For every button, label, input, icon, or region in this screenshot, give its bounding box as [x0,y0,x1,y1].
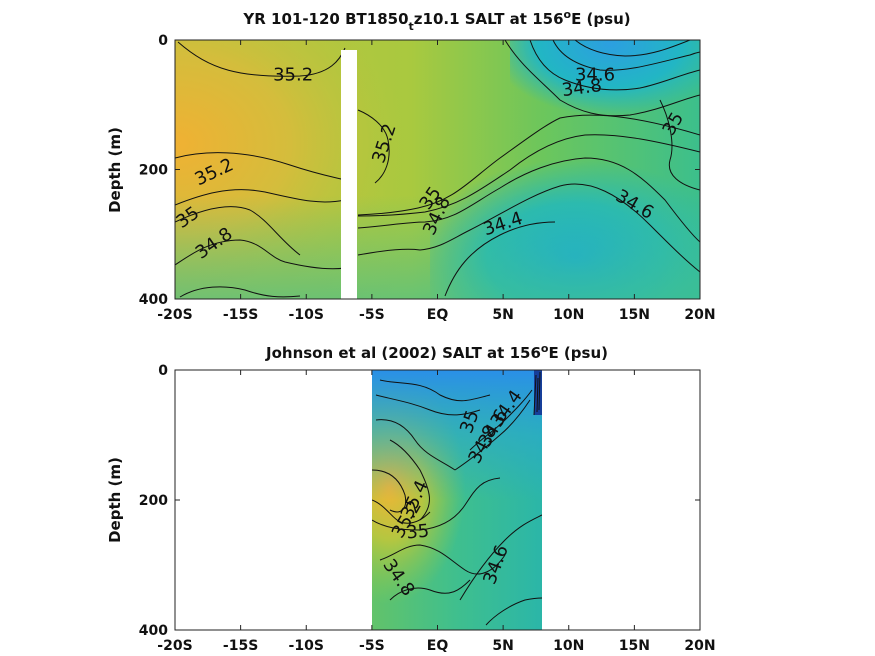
contour-line [357,183,700,273]
axis-ticks: -20S -15S -10S -5S EQ 5N 10N 15N 20N 0 200 400 [139,33,716,323]
contour-line [533,371,541,416]
y-tick-label: 200 [139,163,168,179]
contour-line [552,40,700,71]
x-tick-label: 20N [684,307,715,323]
contour-line [375,419,456,471]
contour-line [357,134,700,217]
x-tick-label: EQ [427,638,449,654]
contour-line [372,499,431,524]
panel-observations: Johnson et al (2002) SALT at 156oE (psu)… [106,342,716,654]
contour-line [454,399,531,471]
y-tick-label: 0 [158,33,168,49]
chart-title: YR 101-120 BT1850tz10.1 SALT at 156oE (p… [242,8,630,33]
title-superscript: o [564,8,572,21]
title-part: YR 101-120 BT1850 [242,10,408,28]
contour-line [357,109,390,184]
contour-line [175,189,346,206]
contour-line [659,99,700,191]
contour-line [529,40,700,91]
y-tick-label: 400 [139,623,168,639]
contour-line [177,41,346,77]
title-subscript: t [409,20,414,33]
title-part: z10.1 SALT at 156 [414,10,564,28]
missing-data-mask [341,50,357,299]
x-tick-label: -5S [359,307,385,323]
x-tick-label: -20S [157,638,192,654]
x-tick-label: -5S [359,638,385,654]
contour-line [379,379,491,402]
x-tick-label: 20N [684,638,715,654]
contour-line [357,157,700,243]
y-axis-label: Depth (m) [106,457,124,543]
x-tick-label: -15S [223,638,258,654]
contour-line [574,40,691,57]
contour-label: 34.6 [575,65,615,86]
title-part: E (psu) [548,344,608,362]
x-tick-label: 5N [492,307,513,323]
y-axis-label: Depth (m) [106,127,124,213]
x-tick-label: 5N [492,638,513,654]
x-tick-label: -15S [223,307,258,323]
contour-line [469,389,533,451]
x-tick-label: 10N [553,307,584,323]
contour-line [179,286,301,298]
contour-line [175,206,301,256]
panel-model: YR 101-120 BT1850tz10.1 SALT at 156oE (p… [106,8,716,323]
contour-line [444,221,556,297]
x-tick-label: -10S [289,638,324,654]
y-tick-label: 400 [139,292,168,308]
contour-line [375,394,481,416]
contour-line [459,514,542,601]
x-tick-label: 10N [553,638,584,654]
x-tick-label: 15N [619,638,650,654]
contour-label: 35.2 [273,65,313,86]
chart-title: Johnson et al (2002) SALT at 156oE (psu) [265,342,608,362]
contour-line [357,114,700,216]
contour-label: 35 [405,521,430,544]
title-part: E (psu) [571,10,631,28]
contour-line [485,597,542,626]
title-superscript: o [541,342,549,355]
contour-line [372,469,407,513]
x-tick-label: 15N [619,307,650,323]
y-tick-label: 200 [139,493,168,509]
contour-line [175,152,346,181]
x-tick-label: EQ [427,307,449,323]
contour-line [389,579,471,601]
contour-line [175,239,346,270]
contour-line [504,40,700,117]
x-tick-label: -20S [157,307,192,323]
contour-line [372,477,501,531]
x-tick-label: -10S [289,307,324,323]
contour-line [389,439,430,521]
heatmap-field [372,370,542,630]
axis-ticks: -20S -15S -10S -5S EQ 5N 10N 15N 20N 0 200 400 [139,363,716,654]
heatmap-field [175,40,700,299]
y-tick-label: 0 [158,363,168,379]
contour-line [379,544,506,575]
title-part: Johnson et al (2002) SALT at 156 [265,344,541,362]
